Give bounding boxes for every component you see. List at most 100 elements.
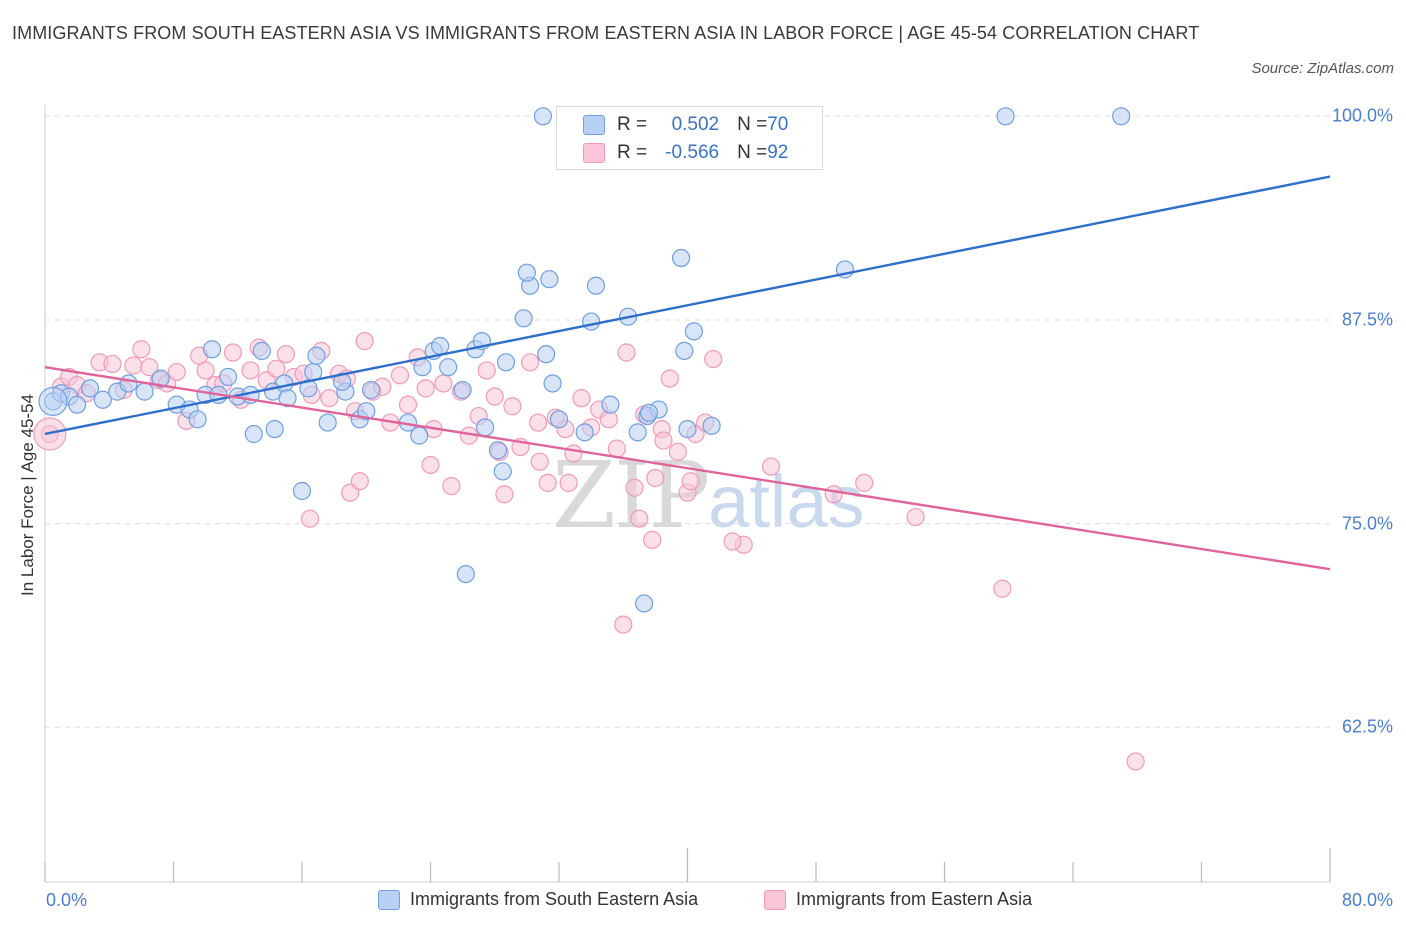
- eastern-asia-point: [1126, 752, 1145, 771]
- eastern-asia-point: [140, 358, 159, 377]
- eastern-asia-point: [660, 369, 679, 388]
- south-eastern-asia-point: [151, 369, 170, 388]
- eastern-asia-point: [495, 485, 514, 504]
- y-tick-label: 75.0%: [1341, 513, 1393, 534]
- eastern-asia-point: [529, 413, 548, 432]
- eastern-asia-point: [906, 507, 925, 527]
- eastern-asia-point: [559, 473, 578, 492]
- bottom-legend-label: Immigrants from Eastern Asia: [796, 889, 1033, 909]
- eastern-asia-point: [520, 353, 540, 372]
- chart-title: IMMIGRANTS FROM SOUTH EASTERN ASIA VS IM…: [12, 23, 1200, 43]
- south-eastern-asia-point: [318, 413, 337, 432]
- south-eastern-asia-point: [678, 419, 697, 439]
- south-eastern-asia-point: [410, 426, 429, 445]
- series-south-eastern-asia-points: [38, 107, 1131, 613]
- south-eastern-asia-point: [549, 410, 569, 429]
- south-eastern-asia-point: [292, 481, 312, 501]
- source-label: Source: ZipAtlas.com: [1251, 60, 1394, 77]
- legend-n-label: N =: [737, 114, 768, 135]
- legend-r-label: R =: [617, 142, 648, 163]
- eastern-asia-point: [223, 343, 243, 362]
- south-eastern-asia-point: [244, 424, 263, 444]
- eastern-asia-point: [654, 431, 673, 450]
- eastern-asia-point: [434, 374, 453, 393]
- south-eastern-asia-point: [537, 345, 556, 364]
- bottom-legend-eastern-asia: Immigrants from Eastern Asia: [764, 889, 1032, 910]
- eastern-asia-point: [124, 356, 143, 375]
- legend-swatch-blue: [583, 115, 605, 135]
- south-eastern-asia-point: [219, 367, 238, 387]
- eastern-asia-point: [300, 509, 320, 528]
- eastern-asia-point: [196, 361, 215, 380]
- south-eastern-asia-point: [533, 107, 553, 126]
- south-eastern-asia-point: [357, 402, 376, 421]
- south-eastern-asia-point: [628, 423, 647, 442]
- eastern-asia-point: [704, 349, 723, 369]
- eastern-asia-point: [485, 387, 504, 406]
- eastern-asia-point: [132, 340, 151, 359]
- south-eastern-asia-point: [514, 309, 533, 328]
- south-eastern-asia-point: [996, 107, 1015, 126]
- south-eastern-asia-point: [540, 270, 559, 289]
- south-eastern-asia-point: [80, 379, 100, 398]
- eastern-asia-point: [167, 362, 186, 382]
- south-eastern-asia-point: [413, 358, 432, 377]
- eastern-asia-point: [350, 472, 369, 491]
- eastern-asia-point: [267, 359, 286, 378]
- eastern-asia-trend-line: [44, 365, 1331, 571]
- south-eastern-asia-point: [307, 346, 326, 365]
- y-axis-label: In Labor Force | Age 45-54: [18, 394, 37, 596]
- legend-r-value: -0.566: [665, 142, 720, 163]
- eastern-asia-point: [646, 468, 665, 488]
- bottom-legend-swatch-pink: [764, 889, 786, 910]
- eastern-asia-point: [416, 379, 435, 398]
- south-eastern-asia-point: [119, 374, 138, 393]
- south-eastern-asia-point: [635, 594, 654, 613]
- eastern-asia-point: [607, 439, 626, 458]
- south-eastern-asia-point: [675, 341, 694, 360]
- south-eastern-asia-point: [702, 416, 721, 435]
- south-eastern-asia-point: [1112, 107, 1131, 126]
- eastern-asia-point: [390, 366, 410, 385]
- south-eastern-asia-point: [582, 312, 601, 331]
- axes: [44, 105, 1331, 883]
- eastern-asia-point: [668, 442, 687, 461]
- south-eastern-asia-point: [202, 340, 222, 359]
- south-eastern-asia-point: [361, 380, 381, 400]
- legend-n-value: 92: [767, 142, 789, 163]
- south-eastern-asia-point: [496, 353, 516, 372]
- eastern-asia-point: [625, 478, 644, 497]
- south-eastern-asia-point: [299, 379, 318, 398]
- south-eastern-asia-point: [265, 419, 284, 439]
- south-eastern-asia-point: [278, 389, 297, 408]
- south-eastern-asia-point: [517, 263, 536, 282]
- legend-row-eastern-asia: R = -0.566 N = 92: [583, 141, 788, 165]
- south-eastern-asia-point: [453, 380, 472, 400]
- eastern-asia-point: [643, 530, 662, 549]
- y-tick-label: 62.5%: [1341, 716, 1393, 737]
- eastern-asia-point: [681, 472, 700, 491]
- south-eastern-asia-point: [476, 418, 495, 437]
- south-eastern-asia-point: [68, 395, 87, 414]
- eastern-asia-point: [241, 361, 260, 380]
- eastern-asia-point: [442, 477, 461, 496]
- trend-lines: [44, 175, 1331, 571]
- eastern-asia-point: [572, 389, 591, 408]
- legend-n-value: 70: [767, 114, 789, 135]
- south-eastern-asia-point: [575, 423, 594, 442]
- south-eastern-asia-point: [601, 395, 620, 414]
- south-eastern-asia-point: [252, 341, 271, 360]
- eastern-asia-point: [276, 345, 296, 364]
- eastern-asia-point: [355, 332, 374, 351]
- eastern-asia-point: [398, 395, 418, 414]
- legend-r-label: R =: [617, 114, 648, 135]
- eastern-asia-point: [477, 361, 496, 380]
- eastern-asia-point: [761, 457, 781, 476]
- legend-swatch-pink: [583, 143, 605, 163]
- eastern-asia-point: [723, 532, 742, 551]
- eastern-asia-point: [993, 579, 1012, 598]
- eastern-asia-point: [103, 354, 122, 374]
- bottom-legend-swatch-blue: [378, 889, 400, 910]
- eastern-asia-point: [855, 473, 874, 492]
- south-eastern-asia-point: [439, 358, 458, 377]
